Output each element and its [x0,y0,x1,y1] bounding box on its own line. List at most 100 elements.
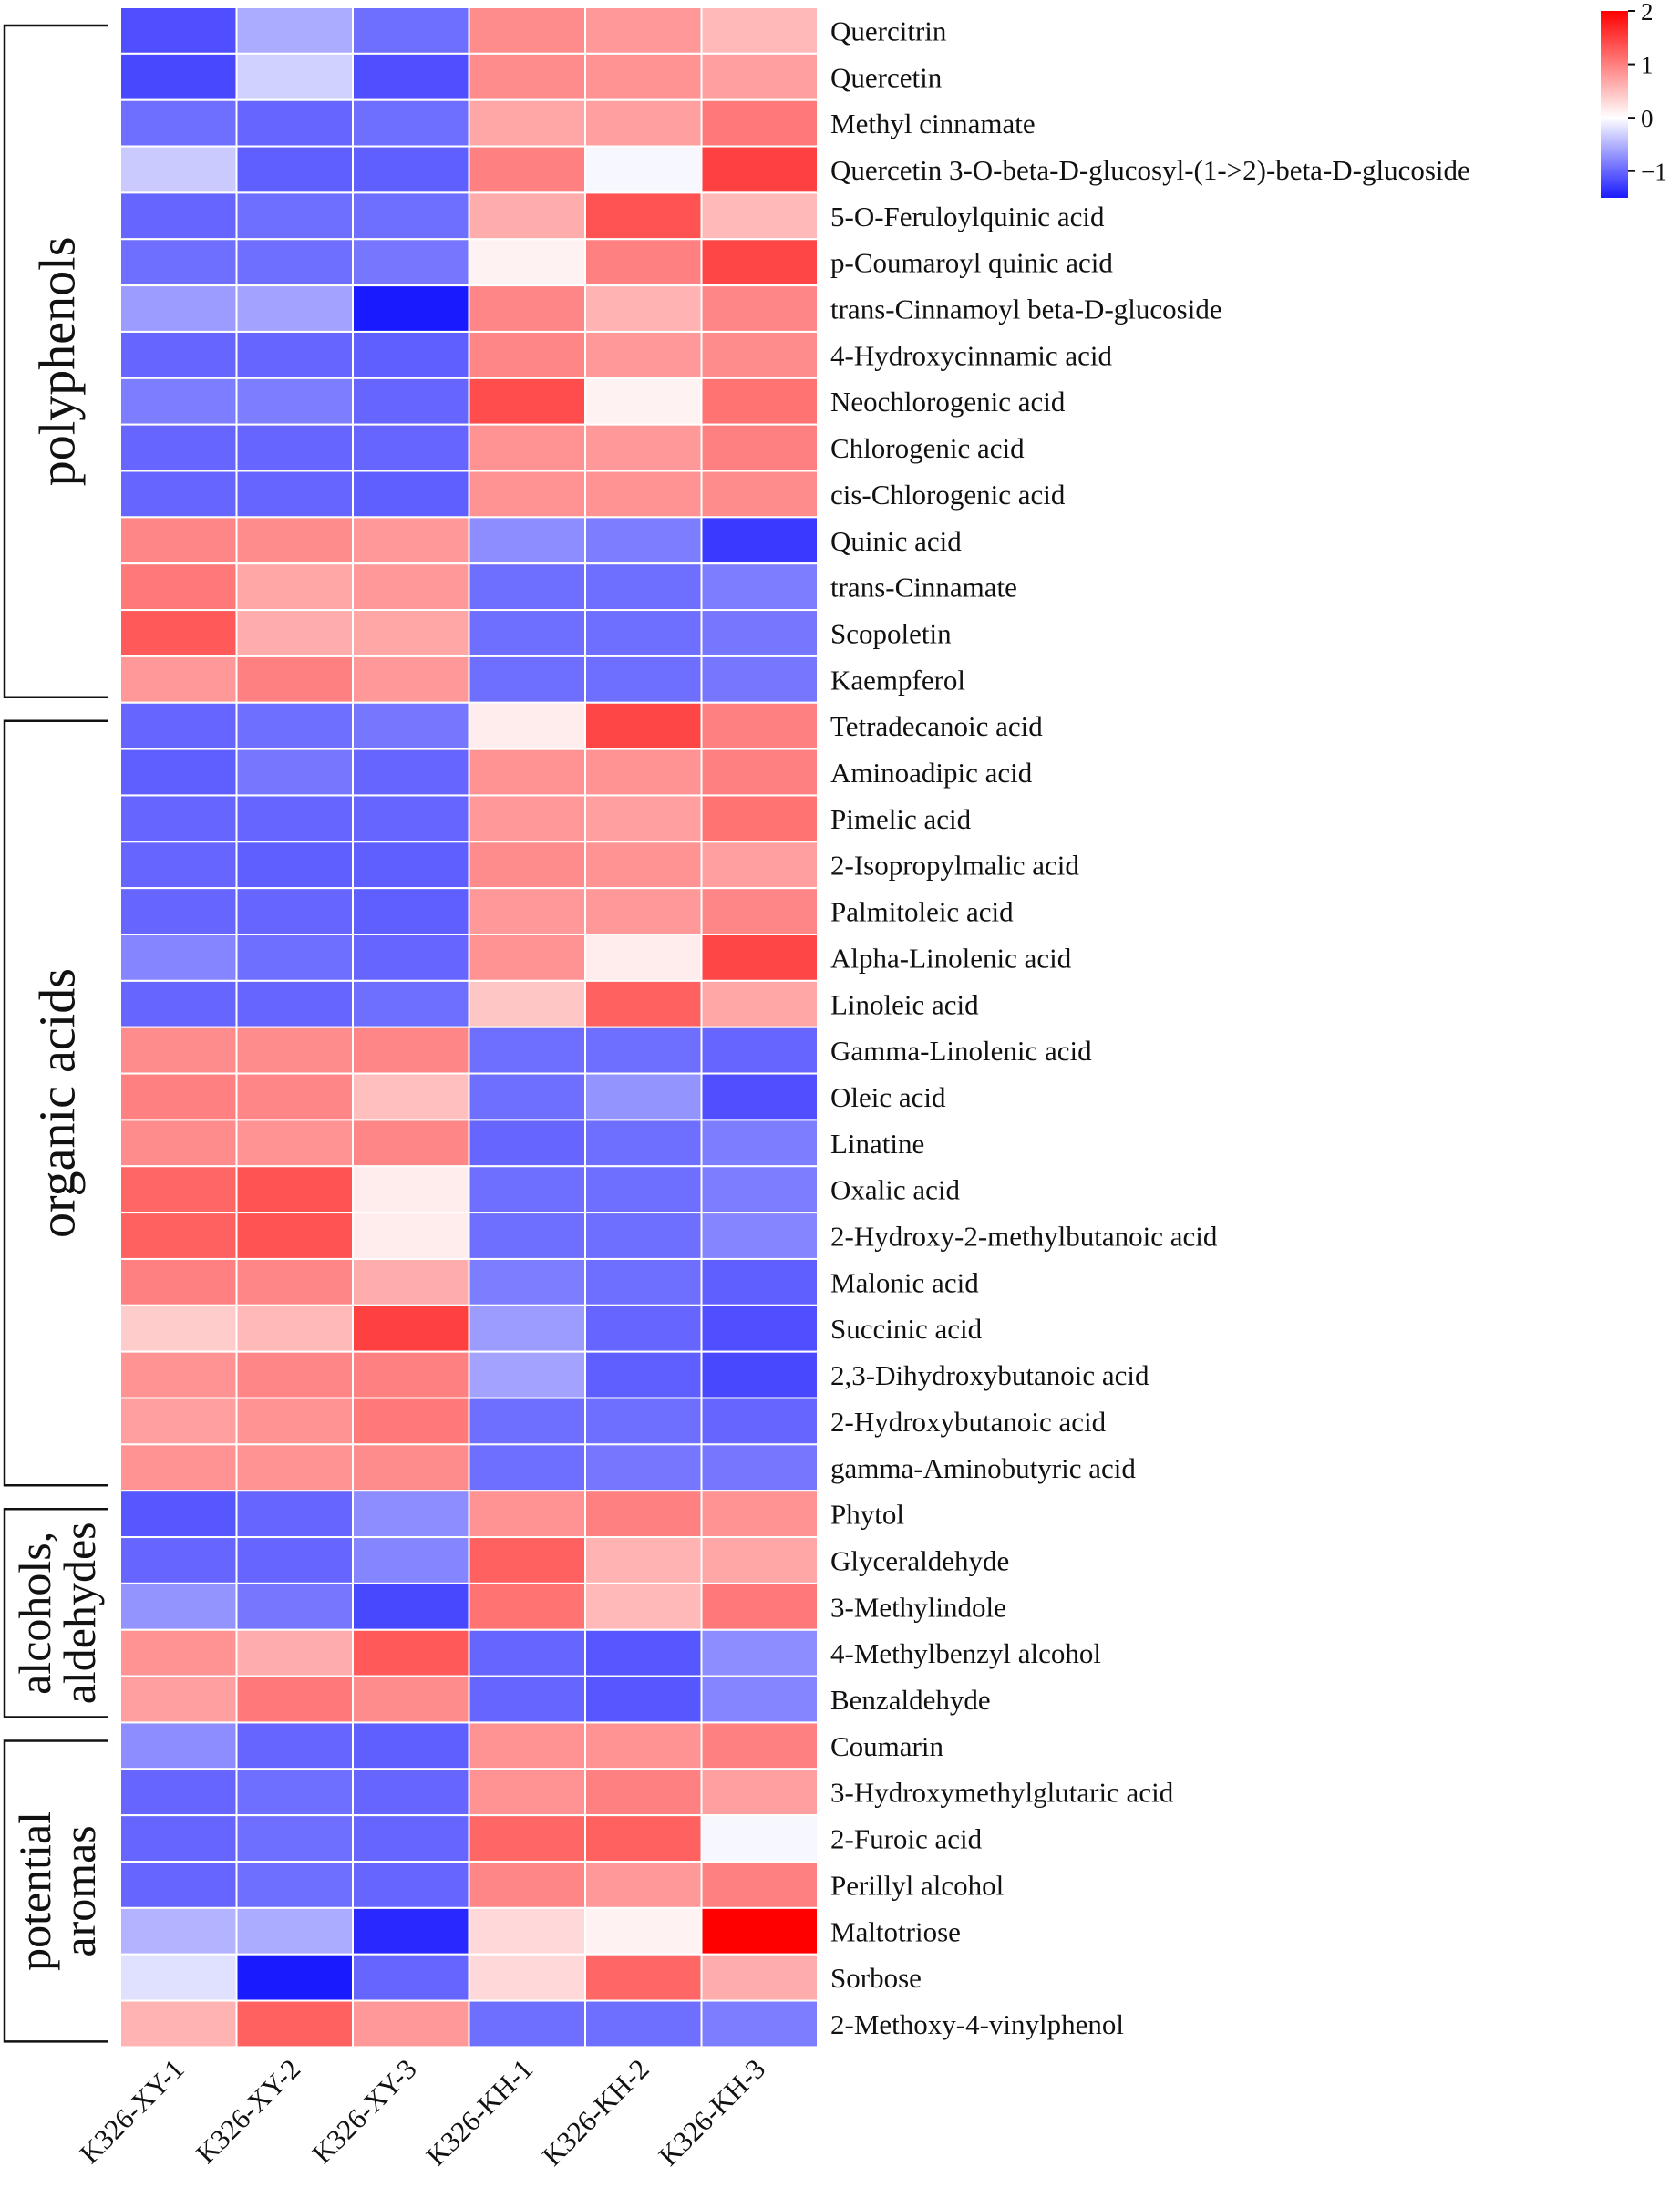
heatmap-cell [352,562,470,612]
heatmap-cell [235,1814,354,1863]
heatmap-cell [584,423,703,472]
row-label: Methyl cinnamate [830,108,1036,139]
heatmap-cell [119,238,238,287]
heatmap-cell [119,1257,238,1306]
heatmap-cell [352,284,470,333]
heatmap-cell [468,609,586,657]
heatmap-cell [700,1675,819,1724]
heatmap-cell [352,98,470,148]
heatmap-cell [235,562,354,612]
colorbar-tick-label: 1 [1641,52,1654,79]
heatmap-cell [352,701,470,750]
colorbar-ticks: 2 1 0 −1 [1628,0,1667,186]
heatmap-cell [700,1814,819,1863]
heatmap-cell [352,1814,470,1863]
heatmap-cell [584,1443,703,1492]
row-label: Phytol [830,1499,904,1531]
heatmap-cell [235,1675,354,1724]
row-label: Glyceraldehyde [830,1544,1009,1576]
heatmap-cell [468,470,586,519]
heatmap-cell [468,52,586,101]
heatmap-cell [119,1953,238,2002]
heatmap-cell [584,330,703,379]
heatmap-cell [235,1072,354,1121]
heatmap-cell [468,1582,586,1631]
row-label: gamma-Aminobutyric acid [830,1452,1136,1484]
heatmap-cell [700,1582,819,1631]
heatmap-cell [352,1582,470,1631]
heatmap-cell [700,191,819,241]
heatmap-cell [584,1119,703,1168]
heatmap-cell [235,238,354,287]
heatmap-cell [700,562,819,612]
heatmap-cell [235,1165,354,1214]
row-label: 4-Methylbenzyl alcohol [830,1637,1101,1669]
heatmap-cell [700,1257,819,1306]
group-label: aldehydes [54,1522,105,1704]
heatmap-cell [119,841,238,890]
heatmap-cell [119,1397,238,1446]
heatmap-cell [468,1304,586,1353]
heatmap-cell [119,98,238,148]
heatmap-cell [584,748,703,797]
heatmap-cell [700,841,819,890]
heatmap-cell [352,1721,470,1770]
heatmap-cell [235,1397,354,1446]
heatmap-cell [468,1675,586,1724]
heatmap-cell [584,1953,703,2002]
heatmap-cell [352,470,470,519]
row-label: 2-Hydroxybutanoic acid [830,1406,1107,1438]
heatmap-cell [235,377,354,426]
heatmap-cell [235,748,354,797]
heatmap-cell [700,1304,819,1353]
heatmap-cell [584,6,703,55]
heatmap-cell [468,1026,586,1075]
heatmap-cell [235,516,354,565]
heatmap-cell [352,1026,470,1075]
heatmap-cell [700,979,819,1028]
heatmap-cell [584,98,703,148]
row-label: Sorbose [830,1962,922,1994]
heatmap-cell [584,841,703,890]
heatmap-cell [700,1026,819,1075]
heatmap-cell [584,1861,703,1909]
heatmap-cell [468,794,586,843]
row-label: Gamma-Linolenic acid [830,1035,1092,1067]
row-label: Oleic acid [830,1081,946,1113]
heatmap-cell [468,284,586,333]
heatmap-cell [700,52,819,101]
heatmap-cell [235,423,354,472]
colorbar-tick-label: 2 [1641,0,1654,26]
heatmap-cell [235,701,354,750]
group-label: alcohols, [9,1532,60,1695]
heatmap-cell [119,701,238,750]
row-label: Malonic acid [830,1266,979,1298]
heatmap-cell [584,1999,703,2049]
heatmap-cell [352,1999,470,2049]
heatmap-cell [700,1072,819,1121]
heatmap-cell [119,1304,238,1353]
colorbar: 2 1 0 −1 [1601,0,1667,198]
group-label: organic acids [30,968,87,1238]
colorbar-tick-label: −1 [1641,159,1667,186]
heatmap-cell [119,145,238,194]
heatmap-cell [352,1257,470,1306]
colorbar-tick-label: 0 [1641,105,1654,132]
heatmap-cell [235,1582,354,1631]
heatmap-cell [584,1814,703,1863]
heatmap-cell [700,145,819,194]
heatmap-cell [119,1072,238,1121]
row-label: 3-Hydroxymethylglutaric acid [830,1777,1174,1809]
heatmap-cell [584,1026,703,1075]
heatmap-cell [584,1582,703,1631]
heatmap-cell [468,1628,586,1677]
heatmap-cell [700,470,819,519]
group-label: aromas [54,1825,105,1956]
heatmap-cell [468,1953,586,2002]
heatmap-cell [584,1397,703,1446]
heatmap-cell [584,1212,703,1260]
heatmap-cell [352,516,470,565]
group-bracket [3,24,108,698]
heatmap-cell [468,1072,586,1121]
heatmap-cell [352,145,470,194]
